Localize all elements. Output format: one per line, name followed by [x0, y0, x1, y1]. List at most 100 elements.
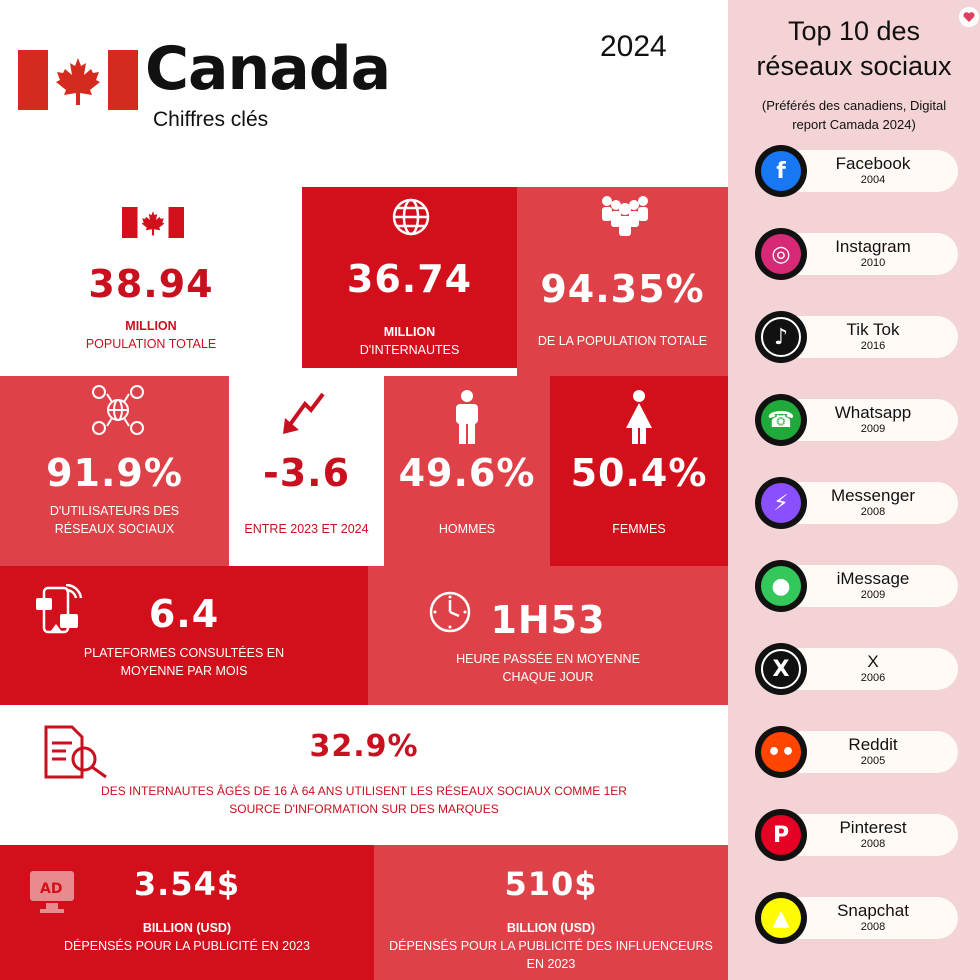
- population-value: 38.94: [88, 262, 214, 306]
- phone-social-icon: [36, 584, 83, 634]
- platforms-value: 6.4: [148, 592, 220, 636]
- network-year: 2008: [860, 506, 886, 518]
- women-tile: 50.4% FEMMES: [550, 376, 728, 566]
- country-title: Canada: [145, 34, 391, 104]
- social-users-label: D'UTILISATEURS DES RÉSEAUX SOCIAUX: [49, 504, 180, 536]
- platforms-tile: 6.4 PLATEFORMES CONSULTÉES EN MOYENNE PA…: [0, 566, 368, 705]
- population-unit: MILLION: [125, 319, 177, 333]
- network-name: Reddit: [848, 735, 898, 754]
- influencer-spend-tile: 510$ BILLION (USD) DÉPENSÉS POUR LA PUBL…: [374, 845, 728, 980]
- social-users-value: 91.9%: [46, 451, 183, 495]
- network-logo: ▲: [755, 892, 807, 944]
- x-icon: X: [761, 649, 801, 689]
- network-logo: ••: [755, 726, 807, 778]
- network-year: 2005: [860, 755, 886, 767]
- page-subtitle: Chiffres clés: [153, 108, 269, 131]
- man-icon: [456, 390, 478, 444]
- whatsapp-icon: ☎: [761, 400, 801, 440]
- instagram-icon: ◎: [761, 234, 801, 274]
- canada-flag-small-icon: [122, 207, 184, 238]
- trend-down-icon: [283, 392, 325, 434]
- network-year: 2016: [860, 340, 886, 352]
- year-label: 2024: [600, 30, 667, 63]
- population-label: POPULATION TOTALE: [85, 337, 217, 351]
- sidebar-title-line2: réseaux sociaux: [756, 51, 952, 81]
- network-year: 2004: [860, 174, 886, 186]
- time-value: 1H53: [490, 598, 606, 642]
- tiktok-icon: ♪: [761, 317, 801, 357]
- internautes-value: 36.74: [346, 257, 473, 301]
- social-users-tile: 91.9% D'UTILISATEURS DES RÉSEAUX SOCIAUX: [0, 376, 229, 566]
- platforms-label: PLATEFORMES CONSULTÉES EN MOYENNE PAR MO…: [83, 646, 285, 678]
- network-year: 2009: [860, 423, 886, 435]
- globe-icon: [392, 198, 430, 236]
- brand-source-tile: 32.9% DES INTERNAUTES ÂGÉS DE 16 À 64 AN…: [0, 705, 728, 845]
- network-logo: P: [755, 809, 807, 861]
- change-label: ENTRE 2023 ET 2024: [244, 522, 369, 536]
- network-logo: ●: [755, 560, 807, 612]
- woman-icon: [626, 390, 652, 444]
- ad-spend-tile: AD 3.54$ BILLION (USD) DÉPENSÉS POUR LA …: [0, 845, 374, 980]
- network-name: Whatsapp: [834, 403, 912, 422]
- network-name: iMessage: [836, 569, 910, 588]
- network-name: Tik Tok: [846, 320, 900, 339]
- men-tile: 49.6% HOMMES: [384, 376, 550, 566]
- ad-spend-label: DÉPENSÉS POUR LA PUBLICITÉ EN 2023: [64, 939, 310, 953]
- network-name: Messenger: [830, 486, 916, 505]
- network-name: X: [867, 652, 879, 671]
- sidebar-title-line1: Top 10 des: [787, 16, 921, 46]
- network-logo: ☎: [755, 394, 807, 446]
- facebook-icon: f: [761, 151, 801, 191]
- men-label: HOMMES: [438, 522, 496, 536]
- ad-monitor-icon: AD: [30, 871, 74, 913]
- network-logo: f: [755, 145, 807, 197]
- network-name: Snapchat: [837, 901, 909, 920]
- network-name: Facebook: [835, 154, 911, 173]
- network-people-icon: [92, 385, 144, 435]
- network-logo: ♪: [755, 311, 807, 363]
- network-year: 2008: [860, 838, 886, 850]
- internet-share-tile: 94.35% DE LA POPULATION TOTALE: [517, 187, 728, 376]
- network-year: 2006: [860, 672, 886, 684]
- svg-text:AD: AD: [40, 881, 62, 897]
- brand-source-value: 32.9%: [309, 729, 419, 764]
- network-name: Instagram: [835, 237, 911, 256]
- network-year: 2009: [860, 589, 886, 601]
- network-year: 2008: [860, 921, 886, 933]
- internet-share-value: 94.35%: [540, 267, 705, 311]
- clock-icon: [429, 591, 471, 633]
- sidebar-subtitle: (Préférés des canadiens, Digital report …: [761, 98, 947, 132]
- change-tile: -3.6 ENTRE 2023 ET 2024: [229, 376, 384, 566]
- messenger-icon: ⚡: [761, 483, 801, 523]
- population-tile: 38.94 MILLION POPULATION TOTALE: [0, 187, 302, 376]
- women-value: 50.4%: [570, 451, 708, 495]
- time-tile: 1H53 HEURE PASSÉE EN MOYENNE CHAQUE JOUR: [368, 566, 728, 705]
- time-label: HEURE PASSÉE EN MOYENNE CHAQUE JOUR: [456, 652, 640, 684]
- document-search-icon: [44, 725, 107, 779]
- influencer-spend-unit: BILLION (USD): [506, 921, 596, 935]
- influencer-spend-label: DÉPENSÉS POUR LA PUBLICITÉ DES INFLUENCE…: [389, 939, 713, 971]
- network-logo: ◎: [755, 228, 807, 280]
- internautes-label: D'INTERNAUTES: [359, 343, 460, 357]
- network-name: Pinterest: [839, 818, 907, 837]
- network-logo: ⚡: [755, 477, 807, 529]
- crowd-icon: [602, 196, 648, 236]
- heart-icon: [959, 7, 979, 27]
- internet-share-label: DE LA POPULATION TOTALE: [537, 334, 708, 348]
- change-value: -3.6: [262, 451, 351, 495]
- ad-spend-unit: BILLION (USD): [142, 921, 232, 935]
- snapchat-icon: ▲: [761, 898, 801, 938]
- imessage-icon: ●: [761, 566, 801, 606]
- internautes-unit: MILLION: [383, 325, 436, 339]
- ad-spend-value: 3.54$: [133, 865, 241, 903]
- network-logo: X: [755, 643, 807, 695]
- influencer-spend-value: 510$: [504, 865, 598, 903]
- men-value: 49.6%: [398, 451, 536, 495]
- reddit-icon: ••: [761, 732, 801, 772]
- brand-source-label: DES INTERNAUTES ÂGÉS DE 16 À 64 ANS UTIL…: [101, 784, 627, 816]
- network-year: 2010: [860, 257, 886, 269]
- canada-flag-icon: [18, 50, 138, 110]
- pinterest-icon: P: [761, 815, 801, 855]
- women-label: FEMMES: [612, 522, 666, 536]
- internautes-tile: 36.74 MILLION D'INTERNAUTES: [302, 187, 517, 368]
